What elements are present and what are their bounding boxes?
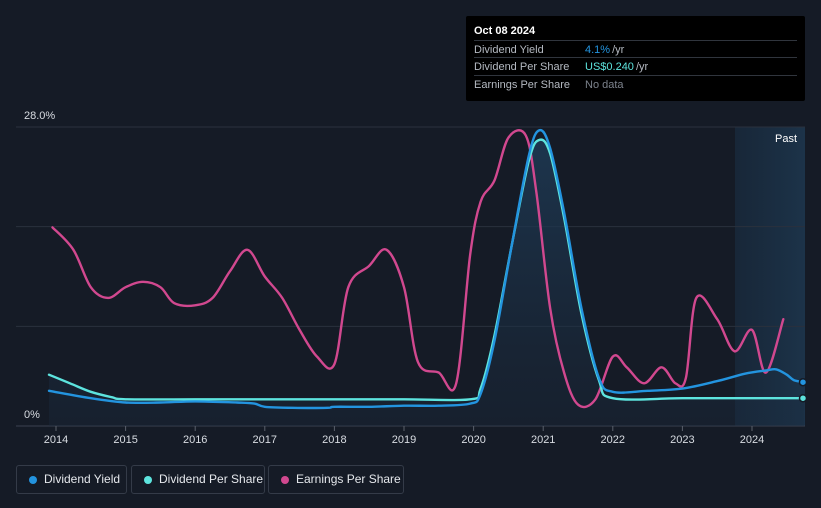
past-region [735, 127, 805, 426]
x-tick-label: 2020 [461, 434, 485, 446]
x-tick-label: 2022 [601, 434, 625, 446]
y-ticks: 28.0% 0% [24, 110, 55, 421]
gridlines [16, 126, 805, 427]
legend-dot-dividend-yield [29, 476, 37, 484]
dividend-yield-line [47, 128, 806, 410]
legend-dot-dividend-per-share [144, 476, 152, 484]
tooltip-unit: /yr [612, 44, 625, 56]
legend-label: Dividend Per Share [159, 472, 264, 486]
x-tick-label: 2016 [183, 434, 207, 446]
legend-earnings-per-share[interactable]: Earnings Per Share [268, 465, 404, 494]
tooltip-label: Dividend Per Share [474, 61, 570, 73]
x-tick-label: 2023 [670, 434, 694, 446]
tooltip: Oct 08 2024 Dividend Yield 4.1%/yr Divid… [466, 16, 805, 101]
end-markers [798, 377, 808, 403]
x-tick-label: 2021 [531, 434, 555, 446]
x-tick-label: 2017 [253, 434, 277, 446]
tooltip-value-text: US$0.240 [585, 61, 634, 73]
legend-dot-earnings-per-share [281, 476, 289, 484]
x-tick-label: 2018 [322, 434, 346, 446]
tooltip-label: Earnings Per Share [474, 79, 570, 91]
legend-label: Earnings Per Share [296, 472, 401, 486]
tooltip-row-dividend-yield: Dividend Yield 4.1%/yr [474, 40, 797, 57]
legend-dividend-yield[interactable]: Dividend Yield [16, 465, 127, 494]
dividend-yield-end-marker [798, 377, 808, 387]
dividend-per-share-line [47, 138, 806, 402]
dividend-per-share-end-marker [798, 393, 808, 403]
y-tick-label: 28.0% [24, 110, 55, 122]
tooltip-value: US$0.240/yr [585, 61, 648, 73]
tooltip-value-text: 4.1% [585, 44, 611, 56]
x-tick-label: 2015 [113, 434, 137, 446]
tooltip-unit: /yr [635, 61, 649, 73]
tooltip-row-earnings-per-share: Earnings Per Share No data [474, 75, 797, 92]
tooltip-value: No data [585, 79, 626, 91]
dividend-per-share-area [49, 139, 805, 426]
x-ticks: 2014 2015 2016 2017 2018 2019 2020 2021 2022 2023… [44, 426, 764, 446]
tooltip-date: Oct 08 2024 [474, 25, 536, 37]
tooltip-row-dividend-per-share: Dividend Per Share US$0.240/yr [474, 57, 797, 74]
tooltip-label: Dividend Yield [474, 44, 544, 56]
earnings-per-share-line [51, 129, 785, 409]
x-tick-label: 2014 [44, 434, 68, 446]
series-layer [47, 128, 806, 410]
tooltip-value: 4.1%/yr [585, 44, 624, 56]
tooltip-value-text: No data [585, 79, 624, 91]
legend-dividend-per-share[interactable]: Dividend Per Share [131, 465, 265, 494]
x-tick-label: 2019 [392, 434, 416, 446]
y-tick-label: 0% [24, 409, 40, 421]
x-tick-label: 2024 [740, 434, 764, 446]
legend-label: Dividend Yield [44, 472, 121, 486]
past-label: Past [775, 133, 797, 145]
